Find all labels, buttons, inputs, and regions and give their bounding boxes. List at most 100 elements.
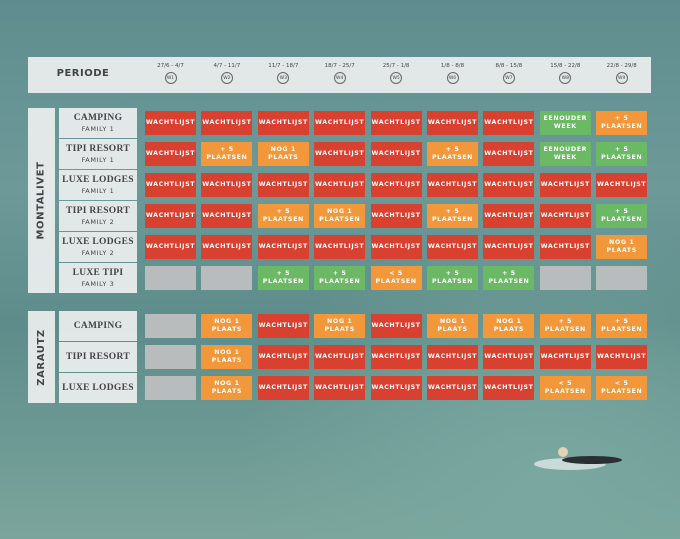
period-dates: 27/6 - 4/7 bbox=[157, 63, 184, 69]
cell-text: WACHTLIJST bbox=[315, 353, 365, 360]
cell-text: WACHTLIJST bbox=[145, 212, 196, 219]
row-sub: FAMILY 1 bbox=[81, 156, 115, 164]
period-dates: 4/7 - 11/7 bbox=[213, 63, 241, 69]
cell-text: WACHTLIJST bbox=[484, 384, 534, 391]
week-badge: W4 bbox=[333, 72, 346, 84]
availability-cell bbox=[145, 266, 196, 290]
cell-text: + 5 bbox=[332, 270, 347, 277]
cell-text: + 5 bbox=[614, 115, 629, 122]
availability-cell: WACHTLIJST bbox=[145, 204, 196, 228]
availability-cell: WACHTLIJST bbox=[370, 142, 422, 166]
row-name: TIPI RESORT bbox=[66, 144, 130, 154]
availability-cell: WACHTLIJST bbox=[257, 235, 309, 259]
row-label: LUXE LODGES FAMILY 1 bbox=[59, 170, 137, 200]
cell-text: PLAATS bbox=[493, 326, 525, 333]
cell-text: PLAATS bbox=[211, 357, 243, 364]
cell-text: + 5 bbox=[614, 208, 629, 215]
row-label: LUXE LODGES FAMILY 2 bbox=[59, 232, 137, 262]
cell-text: WACHTLIJST bbox=[145, 150, 196, 157]
availability-cell: WACHTLIJST bbox=[257, 111, 309, 135]
cell-text: WACHTLIJST bbox=[315, 150, 365, 157]
cell-text: + 5 bbox=[614, 146, 629, 153]
availability-cell: WACHTLIJST bbox=[257, 173, 309, 197]
availability-cell: EENOUDER WEEK bbox=[539, 142, 591, 166]
cell-text: WACHTLIJST bbox=[484, 353, 534, 360]
cell-text: WACHTLIJST bbox=[597, 353, 647, 360]
cell-text: + 5 bbox=[445, 270, 460, 277]
availability-cell: WACHTLIJST bbox=[314, 345, 366, 369]
row-label: LUXE LODGES bbox=[59, 373, 137, 403]
cell-text: WACHTLIJST bbox=[427, 353, 478, 360]
cell-text: PLAATS bbox=[211, 326, 243, 333]
availability-cell: WACHTLIJST bbox=[427, 345, 478, 369]
availability-cell: WACHTLIJST bbox=[370, 235, 422, 259]
cell-text: < 5 bbox=[614, 380, 629, 387]
cell-text: NOG 1 bbox=[214, 380, 240, 387]
cell-text: EENOUDER bbox=[543, 146, 588, 153]
cell-text: + 5 bbox=[614, 318, 629, 325]
cell-text: PLAATSEN bbox=[601, 388, 643, 395]
availability-cell: WACHTLIJST bbox=[539, 235, 591, 259]
availability-cell bbox=[596, 266, 648, 290]
week-badge: W7 bbox=[502, 72, 515, 84]
group-name: MONTALIVET bbox=[36, 161, 47, 240]
availability-cell: WACHTLIJST bbox=[427, 376, 478, 400]
availability-cell bbox=[201, 266, 253, 290]
availability-cell: WACHTLIJST bbox=[145, 142, 196, 166]
cell-text: PLAATS bbox=[437, 326, 468, 333]
cell-text: WACHTLIJST bbox=[315, 181, 365, 188]
availability-cell: NOG 1 PLAATS bbox=[201, 314, 253, 338]
cell-text: WACHTLIJST bbox=[258, 384, 308, 391]
availability-cell: + 5 PLAATSEN bbox=[257, 204, 309, 228]
cell-text: < 5 bbox=[558, 380, 573, 387]
availability-cell: WACHTLIJST bbox=[427, 235, 478, 259]
cell-text: PLAATS bbox=[324, 326, 355, 333]
availability-cell: NOG 1 PLAATSEN bbox=[314, 204, 366, 228]
period-dates: 25/7 - 1/8 bbox=[382, 63, 410, 69]
availability-cell: NOG 1 PLAATS bbox=[483, 314, 535, 338]
row-name: LUXE LODGES bbox=[62, 175, 134, 185]
availability-cell: + 5 PLAATSEN bbox=[483, 266, 535, 290]
week-badge: W8 bbox=[559, 72, 572, 84]
period-dates: 22/8 - 29/8 bbox=[606, 63, 637, 69]
availability-cell: WACHTLIJST bbox=[483, 235, 535, 259]
cell-text: NOG 1 bbox=[327, 208, 353, 215]
availability-cell: WACHTLIJST bbox=[427, 111, 478, 135]
availability-cell: WACHTLIJST bbox=[483, 173, 535, 197]
cell-text: WACHTLIJST bbox=[258, 181, 308, 188]
cell-text: WACHTLIJST bbox=[540, 181, 590, 188]
period-column: 8/8 - 15/8 W7 bbox=[478, 63, 539, 84]
cell-text: WACHTLIJST bbox=[202, 212, 252, 219]
cell-text: + 5 bbox=[558, 318, 573, 325]
availability-cell: WACHTLIJST bbox=[145, 111, 196, 135]
availability-cell: WACHTLIJST bbox=[201, 173, 253, 197]
period-dates: 15/8 - 22/8 bbox=[550, 63, 581, 69]
cell-text: WACHTLIJST bbox=[202, 181, 252, 188]
week-badge: W3 bbox=[277, 72, 290, 84]
availability-cell: NOG 1 PLAATS bbox=[427, 314, 478, 338]
cell-text: PLAATS bbox=[211, 388, 243, 395]
week-badge: W5 bbox=[390, 72, 403, 84]
row-label: TIPI RESORT bbox=[59, 342, 137, 372]
availability-cell: < 5 PLAATSEN bbox=[539, 376, 591, 400]
row-name: LUXE LODGES bbox=[62, 237, 134, 247]
availability-cell: WACHTLIJST bbox=[145, 235, 196, 259]
availability-cell: WACHTLIJST bbox=[314, 235, 366, 259]
cell-text: WACHTLIJST bbox=[540, 212, 590, 219]
group-label: MONTALIVET bbox=[28, 108, 55, 293]
availability-cell: + 5 PLAATSEN bbox=[427, 204, 478, 228]
week-badge: W9 bbox=[615, 72, 628, 84]
availability-cell: WACHTLIJST bbox=[370, 111, 422, 135]
row-name: TIPI RESORT bbox=[66, 206, 130, 216]
cell-text: EENOUDER bbox=[543, 115, 588, 122]
cell-text: WACHTLIJST bbox=[315, 384, 365, 391]
cell-text: PLAATSEN bbox=[262, 278, 304, 285]
row-label: TIPI RESORT FAMILY 2 bbox=[59, 201, 137, 231]
row-label: TIPI RESORT FAMILY 1 bbox=[59, 139, 137, 169]
availability-cell: WACHTLIJST bbox=[370, 204, 422, 228]
surfer-graphic bbox=[534, 447, 622, 470]
availability-cell: WACHTLIJST bbox=[145, 173, 196, 197]
cell-text: PLAATSEN bbox=[601, 154, 643, 161]
cell-text: PLAATSEN bbox=[601, 326, 643, 333]
availability-cell: WACHTLIJST bbox=[483, 376, 535, 400]
